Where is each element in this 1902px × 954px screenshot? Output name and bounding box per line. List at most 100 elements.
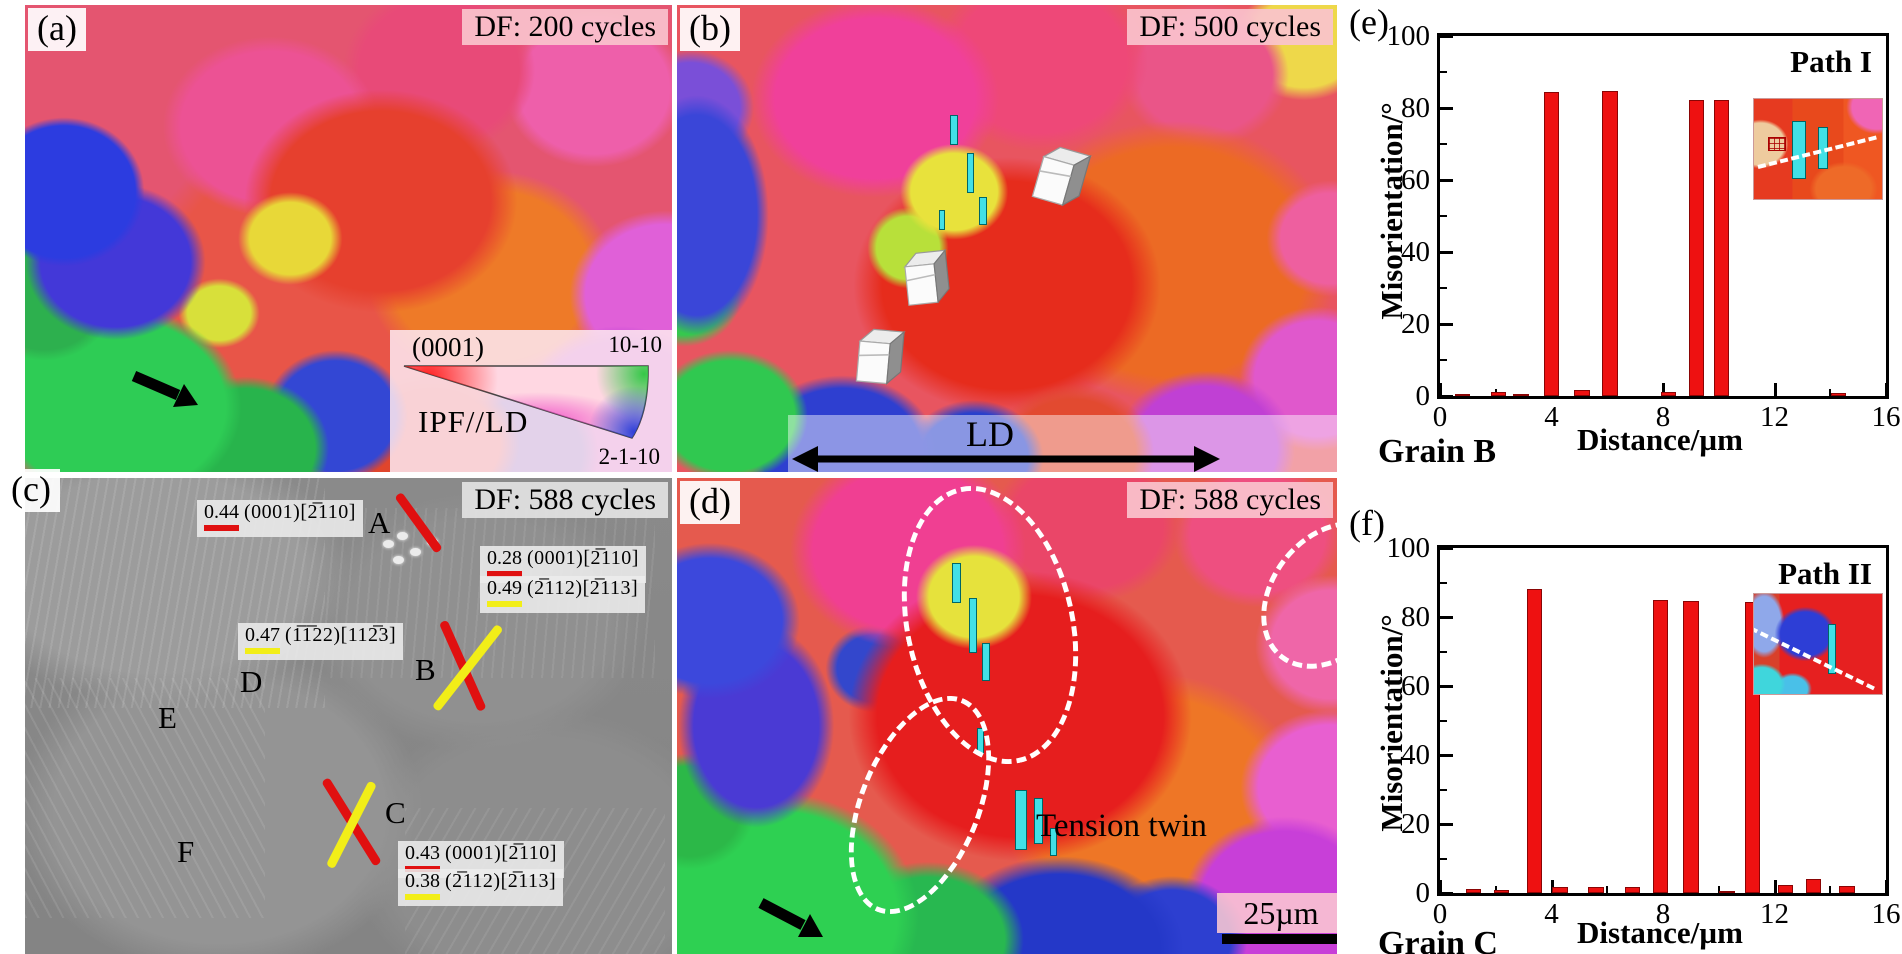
grain-label-B: B [415,652,436,687]
slip-band-texture [25,678,265,918]
x-tick-label: 12 [1760,401,1789,433]
misorientation-bar [1513,393,1529,396]
slip-system: (2̅112)[2̅113] [445,870,557,892]
y-axis-tick [1440,616,1453,619]
twin-lamella [952,563,961,603]
y-tick-label: 100 [1386,532,1431,564]
x-axis-title: Distance/µm [1577,915,1743,950]
y-axis-minor-tick [1440,71,1447,73]
twin-lamella [967,153,974,193]
twin-lamella [1818,127,1828,169]
grain-label-E: E [158,700,177,735]
y-axis-title: Misorientation/° [1374,102,1409,320]
ebsd-map-a: (a) DF: 200 cycles (0001) 10-10 [25,5,672,472]
sem-particle [397,532,408,540]
grain-label-F: F [177,834,195,869]
grain-label-D: D [240,664,263,699]
x-tick-label: 16 [1871,898,1901,930]
plot-area: Path I 0 20 40 60 80 100 0 4 8 12 16 [1387,20,1901,433]
twin-lamella [1050,828,1057,856]
x-axis-tick [1773,383,1777,396]
y-axis-tick [1440,823,1453,826]
misorientation-bar [1543,91,1560,396]
y-axis-minor-tick [1440,215,1447,217]
y-axis-tick [1440,323,1453,326]
x-axis-tick [1885,880,1888,893]
path-label: Path I [1790,44,1872,79]
misorientation-bar [1465,888,1482,893]
panel-label-b: (b) [680,8,740,51]
sem-particle [383,540,394,548]
slip-system: (2̅112)[2̅113] [527,577,639,599]
y-tick-label: 20 [1401,308,1430,340]
misorientation-bar [1574,390,1590,396]
y-axis-minor-tick [1440,287,1447,289]
cycles-badge-d: DF: 588 cycles [1127,482,1333,518]
panel-label-d: (d) [680,481,740,524]
y-tick-label: 0 [1415,877,1431,909]
x-axis-minor-tick [1494,886,1497,893]
twin-lamella [1792,121,1806,179]
misorientation-bar [1602,91,1618,396]
path-inset-map [1753,593,1883,695]
y-axis-minor-tick [1440,857,1447,860]
ipf-color-wedge-icon [403,365,649,439]
unit-cell-cube-icon [855,328,906,385]
y-axis-tick [1440,754,1453,757]
y-axis-tick [1440,892,1453,895]
ipf-map-image-a [25,5,672,472]
key-plane-label: (0001) [412,332,484,362]
panel-label-e: (e) [1349,2,1389,42]
panel-label-c: (c) [2,469,60,512]
path-inset-map [1753,98,1883,200]
grain-pointer-arrow-icon [758,898,823,937]
misorientation-bar [1527,589,1543,893]
key-2-1-10-label: 2-1-10 [598,444,660,469]
twin-lamella [979,197,987,225]
sem-particle [410,548,421,556]
schmid-factor: 0.44 [204,501,239,531]
grain-caption: Grain C [1378,925,1498,954]
twin-lamella [1034,798,1043,844]
misorientation-bar [1652,599,1668,893]
sem-particle [393,556,404,564]
slip-system: (0001)[2̅110] [244,501,356,523]
x-tick-label: 8 [1655,898,1671,930]
misorientation-bar [1777,884,1794,893]
misorientation-chart-e: (e) Misorientation/° Path I 0 20 40 60 80 100… [1340,0,1902,477]
y-axis-minor-tick [1440,581,1447,584]
x-axis-tick [1773,880,1777,893]
slip-annotation: 0.49 (2̅112)[2̅113] [480,576,646,613]
x-tick-label: 0 [1432,898,1448,930]
misorientation-bar [1805,879,1822,893]
sem-image-c: (c) DF: 588 cycles A B C D E F 0.44 (0001)[2̅11… [2,469,672,954]
twin-lamella [977,728,984,754]
unit-cell-cube-icon [1031,146,1093,207]
slip-annotation: 0.47 (1̅1̅22)[112̅3] [238,623,404,660]
x-axis-minor-tick [1717,886,1720,893]
y-tick-label: 60 [1401,164,1430,196]
twin-lamella [969,598,977,653]
y-axis-tick [1440,179,1453,182]
ipf-map-image-b [677,5,1337,472]
misorientation-bar [1493,889,1509,893]
y-axis-minor-tick [1440,143,1447,145]
plot-area: Path II 0 20 40 60 80 100 0 4 8 12 16 [1387,532,1901,930]
x-axis-minor-tick [1829,389,1832,396]
x-axis-tick [1662,383,1665,396]
misorientation-bar [1688,99,1705,396]
twin-marks [1768,137,1786,151]
y-axis-minor-tick [1440,359,1447,361]
y-axis-tick [1440,547,1453,550]
y-tick-label: 40 [1401,236,1430,268]
ipf-color-key: (0001) 10-10 IPF//LD 2-1 [390,330,672,472]
y-tick-label: 100 [1386,20,1431,52]
y-axis-tick [1440,251,1453,254]
cycles-badge-c: DF: 588 cycles [462,482,668,518]
slip-system: (1̅1̅22)[112̅3] [285,624,397,646]
twin-lamella [1828,624,1836,674]
scale-bar-label: 25µm [1217,893,1337,933]
x-tick-label: 8 [1655,401,1671,433]
panel-label-f: (f) [1349,503,1385,543]
